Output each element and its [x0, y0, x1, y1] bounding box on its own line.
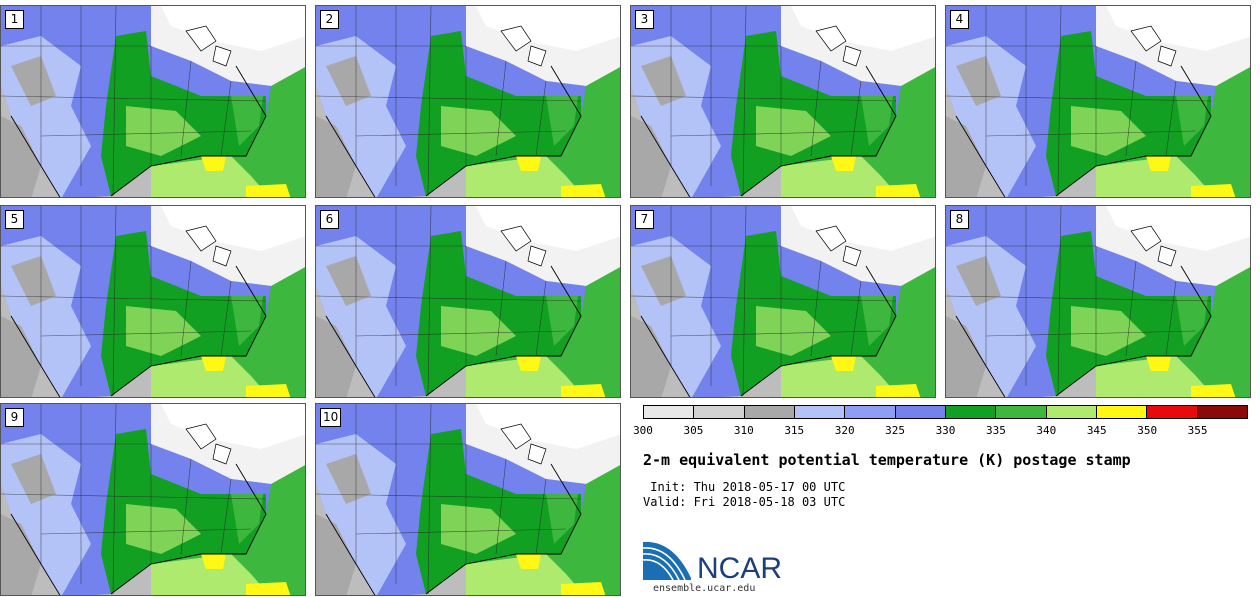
colorbar: [643, 405, 1248, 419]
colorbar-tick: 340: [1036, 424, 1057, 437]
map-panel-8: 8: [945, 205, 1251, 398]
colorbar-tick: 330: [935, 424, 956, 437]
colorbar-segment: [644, 406, 695, 418]
temperature-map: [631, 6, 935, 197]
temperature-map: [316, 206, 620, 397]
colorbar-tick: 300: [633, 424, 653, 437]
colorbar-tick: 345: [1086, 424, 1107, 437]
ncar-logo: NCAR: [643, 541, 782, 584]
temperature-map: [1, 206, 305, 397]
ncar-logo-text: NCAR: [697, 552, 782, 584]
colorbar-tick: 355: [1187, 424, 1208, 437]
colorbar-segment: [945, 406, 997, 418]
temperature-map: [946, 206, 1250, 397]
plot-title: 2-m equivalent potential temperature (K)…: [643, 451, 1131, 469]
map-panel-4: 4: [945, 5, 1251, 198]
colorbar-tick: 315: [784, 424, 805, 437]
map-panel-3: 3: [630, 5, 936, 198]
temperature-map: [631, 206, 935, 397]
panel-label: 8: [950, 210, 969, 229]
colorbar-segment: [1147, 406, 1198, 418]
panel-label: 5: [5, 210, 24, 229]
temperature-map: [946, 6, 1250, 197]
temperature-map: [316, 404, 620, 595]
temperature-map: [1, 6, 305, 197]
colorbar-tick: 325: [885, 424, 906, 437]
map-panel-2: 2: [315, 5, 621, 198]
colorbar-tick: 350: [1137, 424, 1158, 437]
colorbar-segment: [996, 406, 1047, 418]
colorbar-segment: [794, 406, 846, 418]
panel-label: 6: [320, 210, 339, 229]
colorbar-segment: [895, 406, 946, 418]
colorbar-segment: [1197, 406, 1247, 418]
valid-time: Valid: Fri 2018-05-18 03 UTC: [643, 495, 846, 509]
colorbar-segment: [1096, 406, 1148, 418]
panel-label: 10: [320, 408, 342, 427]
colorbar-segment: [845, 406, 896, 418]
colorbar-tick: 335: [985, 424, 1006, 437]
colorbar-segment: [744, 406, 795, 418]
colorbar-tick: 305: [683, 424, 704, 437]
map-panel-10: 10: [315, 403, 621, 596]
map-panel-6: 6: [315, 205, 621, 398]
colorbar-segment: [694, 406, 745, 418]
temperature-map: [1, 404, 305, 595]
panel-label: 2: [320, 10, 339, 29]
colorbar-tick: 310: [733, 424, 754, 437]
panel-label: 7: [635, 210, 654, 229]
map-panel-5: 5: [0, 205, 306, 398]
panel-label: 9: [5, 408, 24, 427]
colorbar-tick: 320: [834, 424, 855, 437]
init-time: Init: Thu 2018-05-17 00 UTC: [643, 480, 846, 494]
panel-label: 4: [950, 10, 969, 29]
map-panel-7: 7: [630, 205, 936, 398]
logo-url: ensemble.ucar.edu: [653, 583, 756, 594]
map-panel-9: 9: [0, 403, 306, 596]
colorbar-segment: [1046, 406, 1097, 418]
panel-label: 3: [635, 10, 654, 29]
panel-label: 1: [5, 10, 24, 29]
temperature-map: [316, 6, 620, 197]
map-panel-1: 1: [0, 5, 306, 198]
